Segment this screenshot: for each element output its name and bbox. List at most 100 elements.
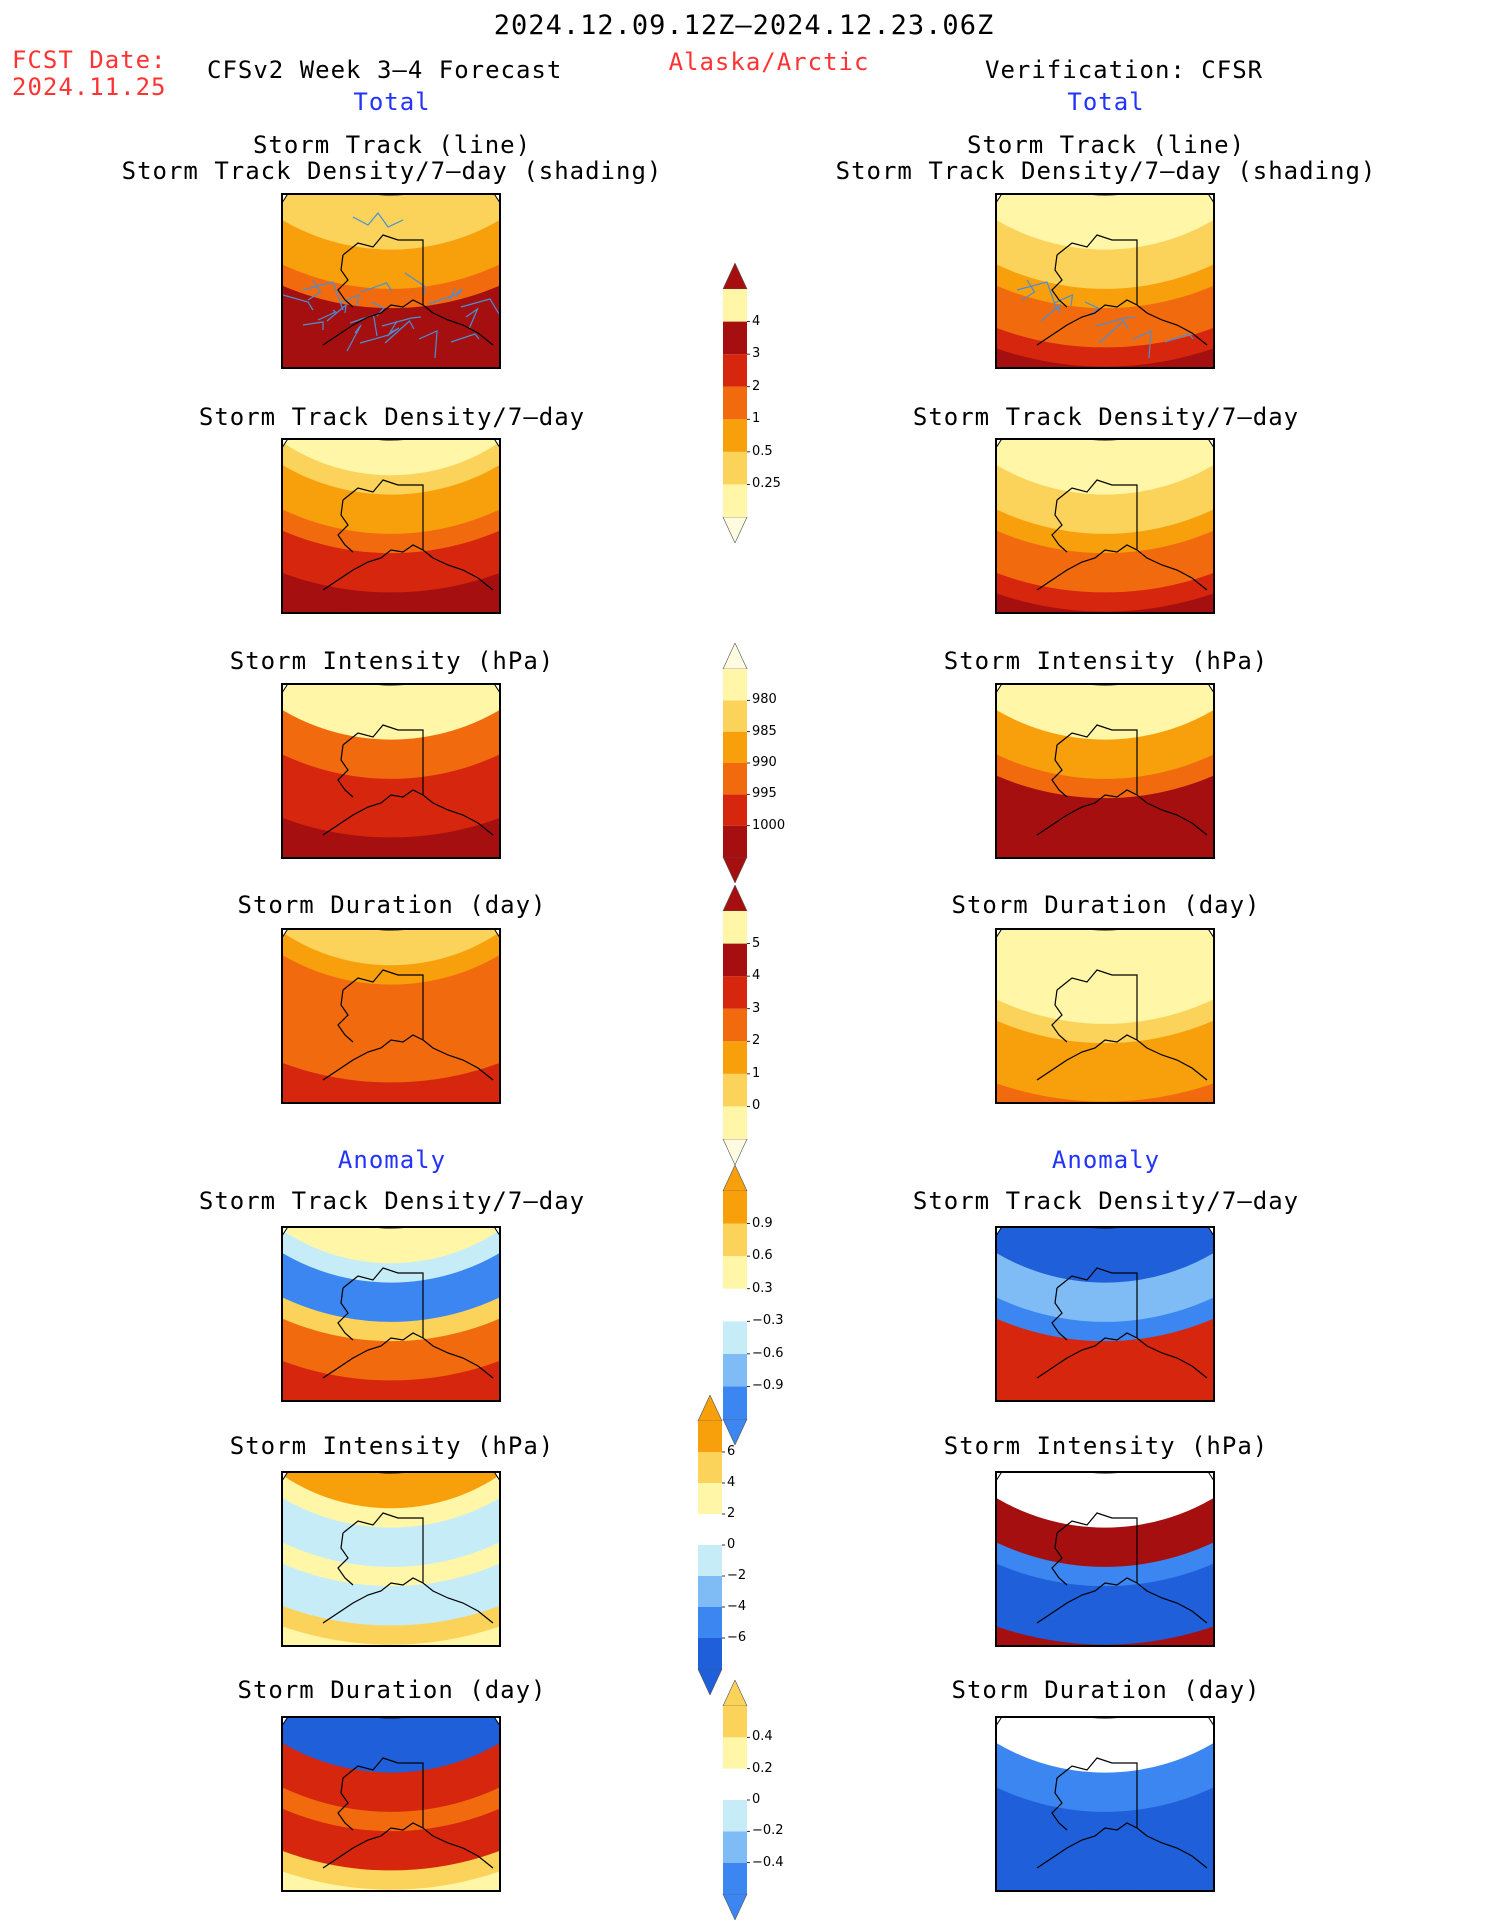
- colorbar-segment: [698, 1607, 722, 1638]
- colorbar-segment: [723, 1706, 747, 1738]
- colorbar-tick-label: 1: [752, 1065, 761, 1081]
- colorbar-tick-label: 1000: [752, 817, 786, 833]
- right-anomaly-label: Anomaly: [1051, 1146, 1161, 1174]
- colorbar-segment: [723, 1256, 747, 1289]
- colorbar-tick-label: −0.6: [752, 1345, 784, 1361]
- shading-band: [283, 1228, 499, 1266]
- colorbar-segment: [723, 1321, 747, 1354]
- colorbar-segment: [723, 354, 747, 387]
- colorbar-segment: [723, 669, 747, 701]
- left-track-line-title: Storm Track (line): [252, 131, 532, 159]
- colorbar-tick-label: 3: [752, 1000, 761, 1016]
- colorbar-tip: [697, 1394, 723, 1422]
- colorbar-tip: [722, 1679, 748, 1707]
- shading-band: [283, 930, 499, 968]
- colorbar-segment: [723, 1106, 747, 1139]
- colorbar-tick-label: 990: [752, 755, 777, 770]
- colorbar-segment: [698, 1483, 722, 1514]
- colorbar-tip: [722, 516, 748, 544]
- duration-colorbar: 0 1 2 3 4 5: [720, 884, 780, 1166]
- right-duration-title: Storm Duration (day): [951, 891, 1261, 919]
- colorbar-segment: [723, 1008, 747, 1042]
- left-density-title: Storm Track Density/7–day: [198, 403, 586, 431]
- shading-band: [997, 949, 1213, 1026]
- shading-band: [283, 999, 499, 1085]
- right-column-title: Verification: CFSR: [985, 56, 1264, 84]
- shading-band: [283, 754, 499, 840]
- region-title: Alaska/Arctic: [668, 48, 870, 76]
- colorbar-tick-label: 0.25: [752, 476, 781, 492]
- colorbar-segment: [723, 700, 747, 732]
- right-density-anom-map: [995, 1226, 1215, 1402]
- shading-band: [283, 1473, 499, 1511]
- colorbar-segment: [723, 1041, 747, 1074]
- left-track-map: [281, 193, 501, 369]
- left-intensity-map: [281, 683, 501, 859]
- colorbar-tick-label: 0: [752, 1792, 761, 1807]
- colorbar-segment: [723, 1073, 747, 1107]
- shading-band: [283, 1737, 499, 1814]
- right-density-title: Storm Track Density/7–day: [912, 403, 1300, 431]
- colorbar-segment: [698, 1576, 722, 1607]
- shading-band: [997, 1228, 1213, 1266]
- colorbar-segment: [723, 1386, 747, 1419]
- colorbar-tick-label: −2: [727, 1568, 747, 1583]
- right-track-shading-title: Storm Track Density/7–day (shading): [835, 157, 1377, 185]
- colorbar-segment: [723, 943, 747, 977]
- colorbar-tick-label: 0.6: [752, 1248, 773, 1264]
- shading-band: [997, 1542, 1213, 1628]
- shading-band: [997, 1473, 1213, 1511]
- shading-band: [283, 704, 499, 781]
- left-density-map: [281, 438, 501, 614]
- colorbar-tick-label: 1: [752, 411, 761, 427]
- left-duration-anom-map: [281, 1716, 501, 1892]
- colorbar-tip: [697, 1668, 723, 1696]
- colorbar-tick-label: 0.3: [752, 1280, 773, 1296]
- shading-band: [997, 685, 1213, 723]
- intensity-colorbar: 1000 995 990 985 980: [720, 642, 785, 884]
- shading-band: [997, 930, 1213, 968]
- colorbar-tick-label: −0.4: [752, 1854, 784, 1870]
- colorbar-tick-label: 0.4: [752, 1729, 773, 1745]
- colorbar-segment: [723, 794, 747, 826]
- colorbar-segment: [698, 1421, 722, 1452]
- fcst-date-label: FCST Date:: [12, 46, 167, 74]
- left-anomaly-label: Anomaly: [337, 1146, 447, 1174]
- shading-band: [283, 214, 499, 291]
- shading-band: [283, 1297, 499, 1383]
- colorbar-tip: [722, 262, 748, 290]
- valid-period: 2024.12.09.12Z–2024.12.23.06Z: [493, 10, 995, 41]
- intensity-anomaly-colorbar: −6 −4 −2 0 2 4 6: [695, 1394, 755, 1696]
- colorbar-tick-label: 6: [727, 1444, 736, 1459]
- density-anomaly-colorbar: −0.9 −0.6 −0.3 0.3 0.6 0.9: [720, 1164, 784, 1446]
- left-column-title: CFSv2 Week 3–4 Forecast: [207, 56, 563, 84]
- storm-tracks: [283, 212, 499, 359]
- shading-band: [997, 704, 1213, 781]
- colorbar-tick-label: 0.5: [752, 443, 773, 459]
- right-duration-anom-map: [995, 1716, 1215, 1892]
- density-colorbar: 0.25 0.5 1 2 3 4: [720, 262, 781, 544]
- shading-band: [997, 999, 1213, 1085]
- colorbar-segment: [723, 289, 747, 322]
- shading-band: [283, 459, 499, 536]
- colorbar-tick-label: 980: [752, 692, 777, 708]
- right-duration-map: [995, 928, 1215, 1104]
- colorbar-segment: [723, 731, 747, 763]
- colorbar-segment: [723, 1862, 747, 1894]
- shading-band: [283, 1542, 499, 1628]
- right-intensity-anom-title: Storm Intensity (hPa): [943, 1432, 1269, 1460]
- colorbar-tick-label: 4: [727, 1475, 736, 1490]
- left-track-shading-title: Storm Track Density/7–day (shading): [121, 157, 663, 185]
- left-intensity-anom-map: [281, 1471, 501, 1647]
- colorbar-tick-label: 2: [752, 1033, 761, 1049]
- colorbar-segment: [723, 321, 747, 355]
- shading-band: [283, 1718, 499, 1756]
- left-density-anom-map: [281, 1226, 501, 1402]
- colorbar-tick-label: −0.2: [752, 1823, 784, 1839]
- colorbar-segment: [698, 1514, 722, 1545]
- colorbar-tick-label: 0.9: [752, 1215, 773, 1231]
- shading-band: [997, 509, 1213, 595]
- colorbar-tick-label: 2: [727, 1506, 736, 1521]
- right-track-line-title: Storm Track (line): [966, 131, 1246, 159]
- colorbar-tick-label: 2: [752, 378, 761, 394]
